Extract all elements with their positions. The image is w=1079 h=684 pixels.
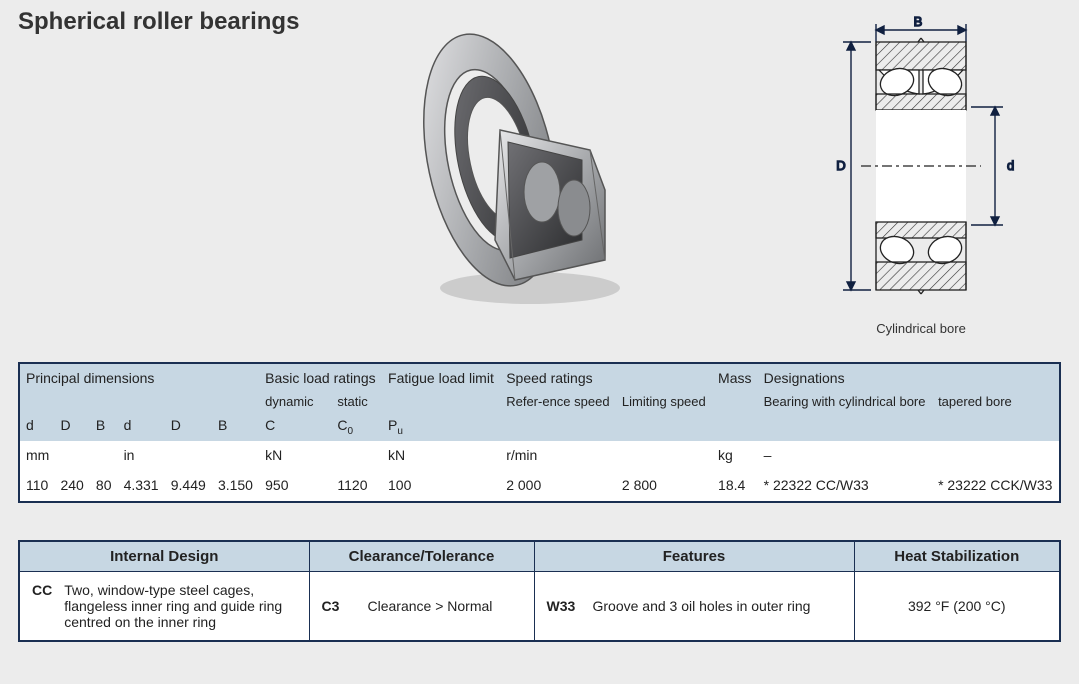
svg-text:d: d	[1007, 158, 1014, 173]
val-des2: * 23222 CCK/W33	[932, 469, 1060, 502]
col-Pu: Pu	[382, 413, 500, 441]
detail-h1: Internal Design	[19, 541, 309, 572]
col-D: D	[54, 413, 89, 441]
detail-c1: CC Two, window-type steel cages, flangel…	[19, 572, 309, 642]
text-cc: Two, window-type steel cages, flangeless…	[64, 582, 296, 630]
val-B-mm: 80	[90, 469, 118, 502]
unit-in: in	[118, 441, 260, 469]
unit-kg: kg	[712, 441, 758, 469]
val-C: 950	[259, 469, 331, 502]
code-w33: W33	[547, 598, 585, 614]
spec-table: Principal dimensions Basic load ratings …	[18, 362, 1061, 503]
unit-dash: –	[758, 441, 1060, 469]
val-mass: 18.4	[712, 469, 758, 502]
val-des1: * 22322 CC/W33	[758, 469, 932, 502]
col-B2: B	[212, 413, 259, 441]
text-c3: Clearance > Normal	[368, 598, 493, 614]
detail-h4: Heat Stabilization	[854, 541, 1060, 572]
detail-table: Internal Design Clearance/Tolerance Feat…	[18, 540, 1061, 642]
val-D-in: 9.449	[165, 469, 212, 502]
detail-c2: C3 Clearance > Normal	[309, 572, 534, 642]
page-title: Spherical roller bearings	[18, 8, 299, 36]
bearing-2d-schematic: B D d	[781, 12, 1061, 332]
col-B: B	[90, 413, 118, 441]
svg-text:D: D	[836, 158, 845, 173]
val-Pu: 100	[382, 469, 500, 502]
unit-mm: mm	[19, 441, 118, 469]
col-group-principal: Principal dimensions	[19, 363, 259, 390]
sub-cyl-bore: Bearing with cylindrical bore	[758, 390, 932, 413]
col-d2: d	[118, 413, 165, 441]
val-d-mm: 110	[19, 469, 54, 502]
unit-kN: kN	[259, 441, 382, 469]
col-d: d	[19, 413, 54, 441]
sub-ref-speed: Refer-ence speed	[500, 390, 616, 413]
col-group-basic-load: Basic load ratings	[259, 363, 382, 390]
val-d-in: 4.331	[118, 469, 165, 502]
code-c3: C3	[322, 598, 360, 614]
sub-lim-speed: Limiting speed	[616, 390, 712, 413]
unit-kN2: kN	[382, 441, 500, 469]
val-ref-speed: 2 000	[500, 469, 616, 502]
col-C0: C0	[331, 413, 382, 441]
detail-c3: W33 Groove and 3 oil holes in outer ring	[534, 572, 854, 642]
col-group-designations: Designations	[758, 363, 1060, 390]
col-group-speed: Speed ratings	[500, 363, 712, 390]
detail-c4: 392 °F (200 °C)	[854, 572, 1060, 642]
col-C: C	[259, 413, 331, 441]
bearing-3d-illustration	[420, 20, 630, 310]
detail-h3: Features	[534, 541, 854, 572]
sub-tapered-bore: tapered bore	[932, 390, 1060, 413]
schematic-caption: Cylindrical bore	[781, 321, 1061, 336]
sub-dynamic: dynamic	[259, 390, 331, 413]
col-group-fatigue: Fatigue load limit	[382, 363, 500, 390]
col-group-mass: Mass	[712, 363, 758, 390]
unit-rmin: r/min	[500, 441, 712, 469]
col-D2: D	[165, 413, 212, 441]
val-D-mm: 240	[54, 469, 89, 502]
val-C0: 1120	[331, 469, 382, 502]
text-w33: Groove and 3 oil holes in outer ring	[593, 598, 811, 614]
val-B-in: 3.150	[212, 469, 259, 502]
detail-h2: Clearance/Tolerance	[309, 541, 534, 572]
sub-static: static	[331, 390, 382, 413]
svg-text:B: B	[914, 14, 923, 29]
val-lim-speed: 2 800	[616, 469, 712, 502]
code-cc: CC	[32, 582, 56, 630]
